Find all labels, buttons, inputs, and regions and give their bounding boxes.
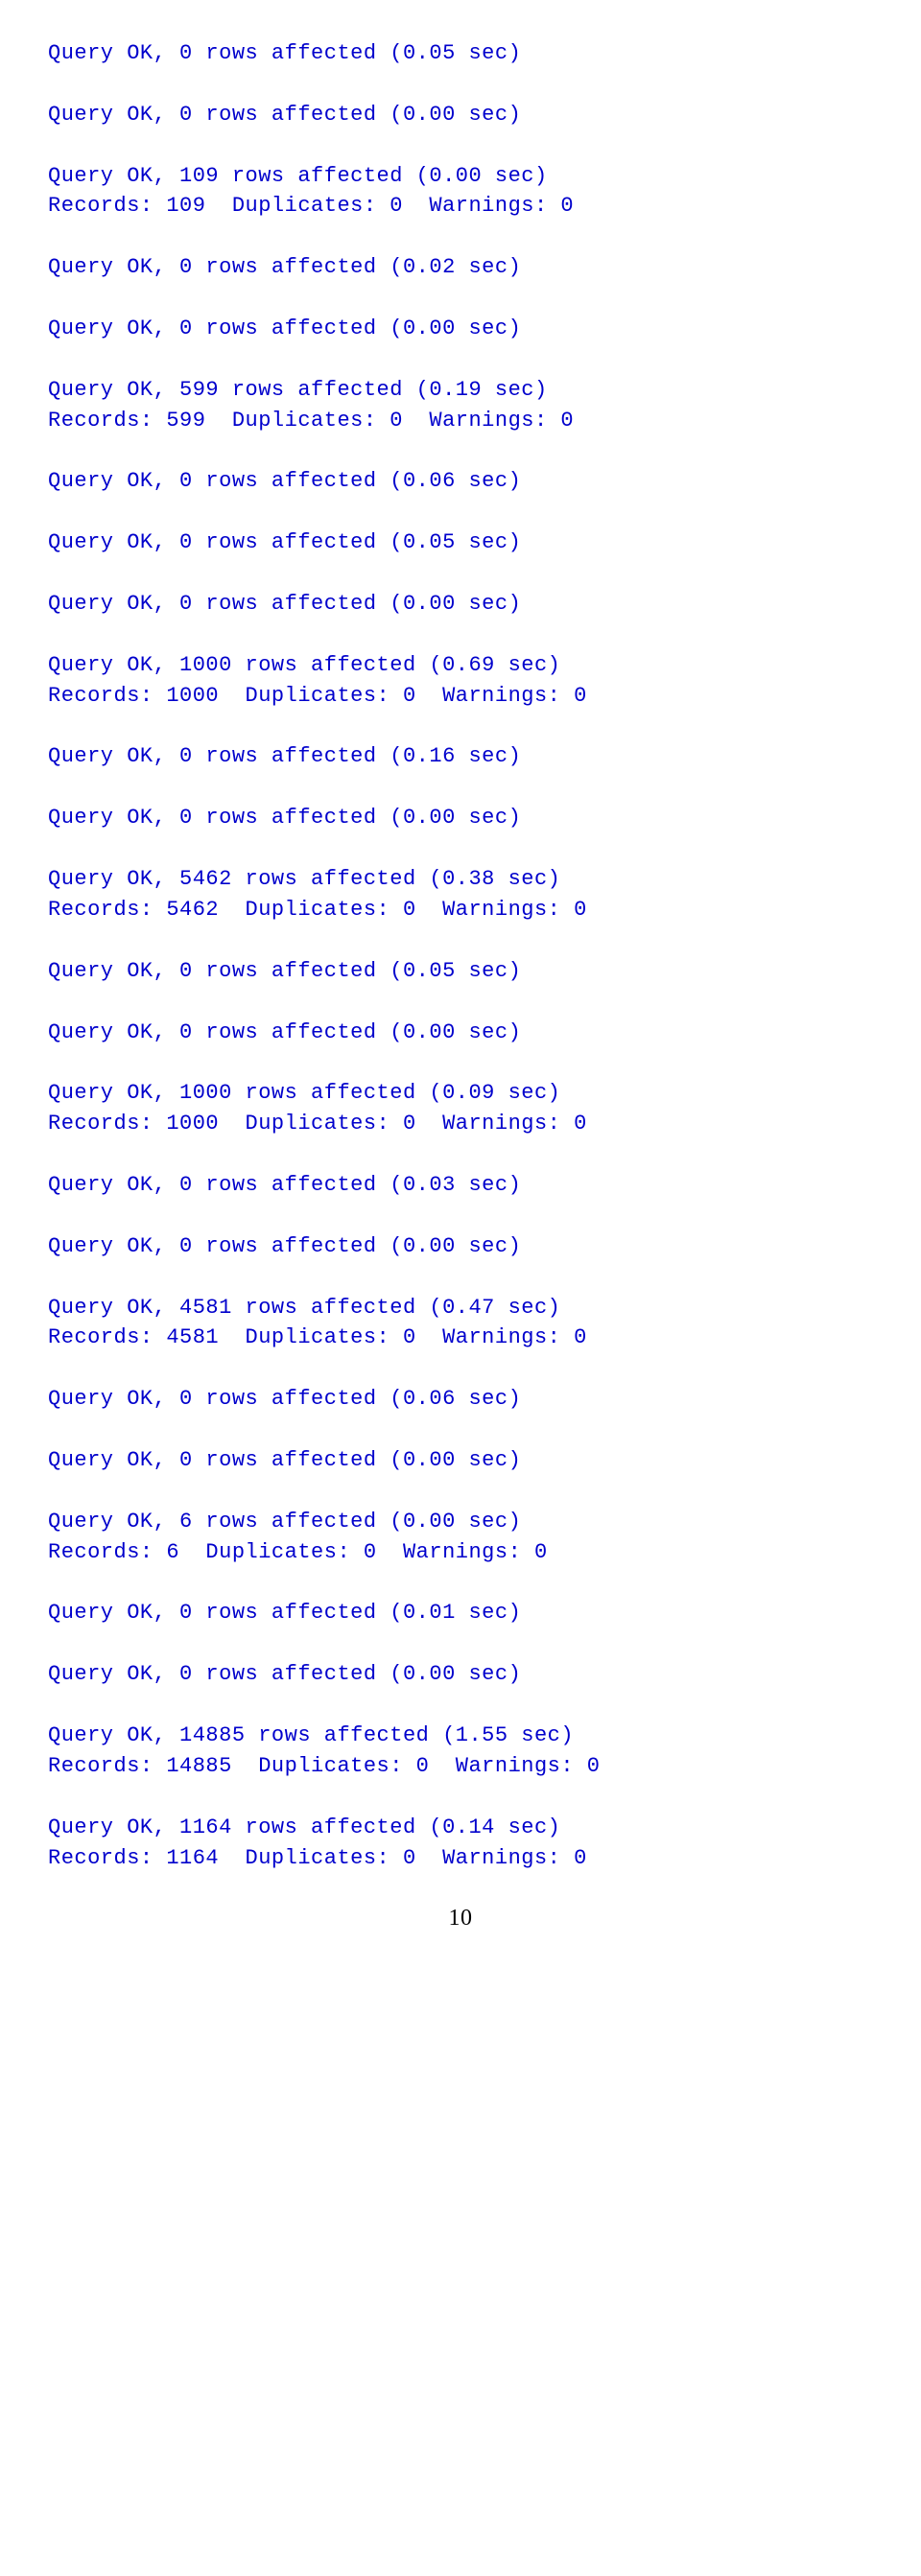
blank-line bbox=[48, 1628, 873, 1659]
blank-line bbox=[48, 69, 873, 100]
output-line: Query OK, 0 rows affected (0.06 sec) bbox=[48, 1384, 873, 1415]
blank-line bbox=[48, 772, 873, 803]
output-line: Query OK, 0 rows affected (0.01 sec) bbox=[48, 1598, 873, 1628]
sql-output-block: Query OK, 0 rows affected (0.05 sec) Quer… bbox=[48, 38, 873, 1873]
output-line: Records: 6 Duplicates: 0 Warnings: 0 bbox=[48, 1537, 873, 1568]
output-line: Query OK, 0 rows affected (0.00 sec) bbox=[48, 803, 873, 833]
blank-line bbox=[48, 1353, 873, 1384]
blank-line bbox=[48, 1139, 873, 1170]
output-line: Query OK, 0 rows affected (0.00 sec) bbox=[48, 1659, 873, 1690]
output-line: Query OK, 0 rows affected (0.03 sec) bbox=[48, 1170, 873, 1201]
output-line: Query OK, 0 rows affected (0.00 sec) bbox=[48, 314, 873, 344]
blank-line bbox=[48, 222, 873, 252]
blank-line bbox=[48, 1047, 873, 1078]
output-line: Query OK, 109 rows affected (0.00 sec) bbox=[48, 161, 873, 192]
output-line: Query OK, 0 rows affected (0.00 sec) bbox=[48, 1445, 873, 1476]
blank-line bbox=[48, 283, 873, 314]
blank-line bbox=[48, 1690, 873, 1721]
output-line: Records: 599 Duplicates: 0 Warnings: 0 bbox=[48, 406, 873, 436]
page-number: 10 bbox=[48, 1902, 873, 1935]
output-line: Records: 1000 Duplicates: 0 Warnings: 0 bbox=[48, 1109, 873, 1139]
output-line: Query OK, 1000 rows affected (0.69 sec) bbox=[48, 650, 873, 681]
output-line: Query OK, 14885 rows affected (1.55 sec) bbox=[48, 1721, 873, 1751]
output-line: Query OK, 0 rows affected (0.16 sec) bbox=[48, 741, 873, 772]
blank-line bbox=[48, 1201, 873, 1231]
blank-line bbox=[48, 130, 873, 161]
output-line: Query OK, 0 rows affected (0.06 sec) bbox=[48, 466, 873, 497]
output-line: Query OK, 0 rows affected (0.05 sec) bbox=[48, 527, 873, 558]
output-line: Records: 14885 Duplicates: 0 Warnings: 0 bbox=[48, 1751, 873, 1782]
blank-line bbox=[48, 712, 873, 742]
output-line: Records: 109 Duplicates: 0 Warnings: 0 bbox=[48, 191, 873, 222]
output-line: Query OK, 0 rows affected (0.00 sec) bbox=[48, 100, 873, 130]
output-line: Query OK, 0 rows affected (0.00 sec) bbox=[48, 589, 873, 620]
output-line: Records: 4581 Duplicates: 0 Warnings: 0 bbox=[48, 1323, 873, 1353]
output-line: Query OK, 6 rows affected (0.00 sec) bbox=[48, 1507, 873, 1537]
blank-line bbox=[48, 925, 873, 956]
output-line: Records: 1000 Duplicates: 0 Warnings: 0 bbox=[48, 681, 873, 712]
output-line: Query OK, 1000 rows affected (0.09 sec) bbox=[48, 1078, 873, 1109]
blank-line bbox=[48, 497, 873, 527]
output-line: Query OK, 0 rows affected (0.02 sec) bbox=[48, 252, 873, 283]
blank-line bbox=[48, 620, 873, 650]
blank-line bbox=[48, 987, 873, 1018]
blank-line bbox=[48, 344, 873, 375]
blank-line bbox=[48, 1415, 873, 1445]
output-line: Records: 1164 Duplicates: 0 Warnings: 0 bbox=[48, 1843, 873, 1874]
output-line: Query OK, 0 rows affected (0.05 sec) bbox=[48, 38, 873, 69]
blank-line bbox=[48, 1262, 873, 1293]
blank-line bbox=[48, 1568, 873, 1599]
output-line: Records: 5462 Duplicates: 0 Warnings: 0 bbox=[48, 895, 873, 925]
blank-line bbox=[48, 1782, 873, 1813]
blank-line bbox=[48, 436, 873, 467]
output-line: Query OK, 599 rows affected (0.19 sec) bbox=[48, 375, 873, 406]
blank-line bbox=[48, 558, 873, 589]
output-line: Query OK, 4581 rows affected (0.47 sec) bbox=[48, 1293, 873, 1323]
blank-line bbox=[48, 833, 873, 864]
output-line: Query OK, 1164 rows affected (0.14 sec) bbox=[48, 1813, 873, 1843]
output-line: Query OK, 0 rows affected (0.00 sec) bbox=[48, 1018, 873, 1048]
output-line: Query OK, 5462 rows affected (0.38 sec) bbox=[48, 864, 873, 895]
output-line: Query OK, 0 rows affected (0.00 sec) bbox=[48, 1231, 873, 1262]
output-line: Query OK, 0 rows affected (0.05 sec) bbox=[48, 956, 873, 987]
blank-line bbox=[48, 1476, 873, 1507]
